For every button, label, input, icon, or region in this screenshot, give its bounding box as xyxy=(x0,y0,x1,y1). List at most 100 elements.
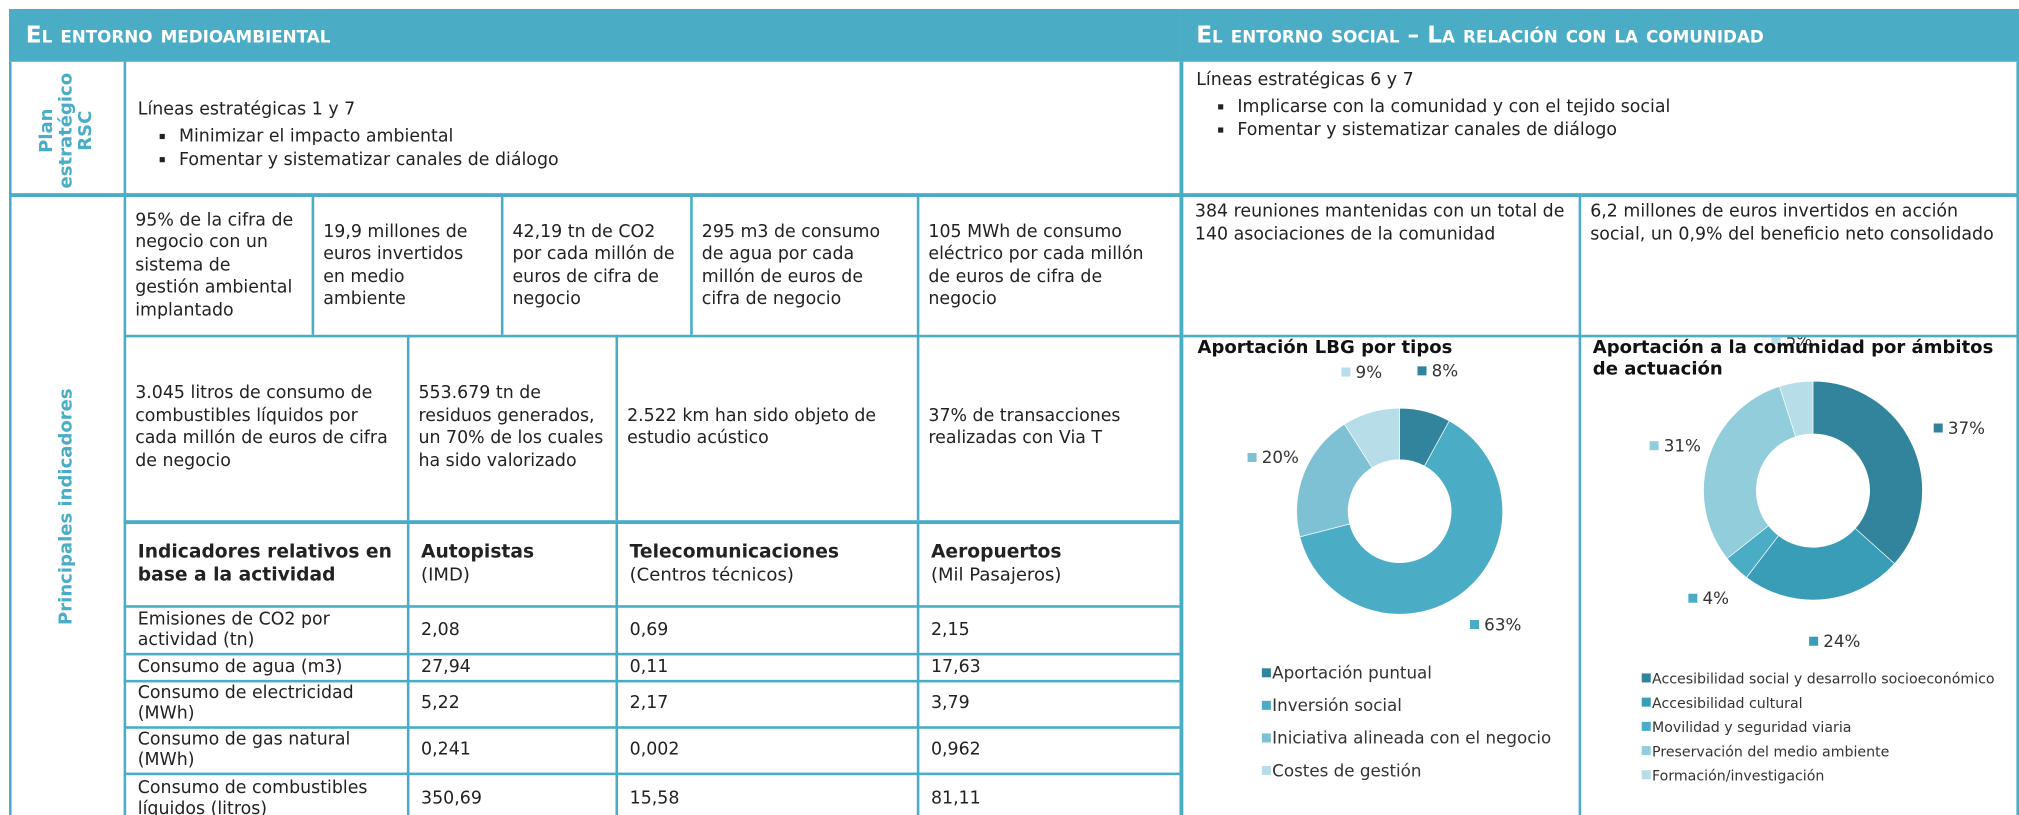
rule xyxy=(123,605,1180,608)
table-cell: Consumo de agua (m3) xyxy=(137,656,343,677)
table-cell: 0,241 xyxy=(421,739,471,760)
data-label: 37% xyxy=(1948,418,1985,438)
table-cell: 2,08 xyxy=(421,618,460,640)
table-header-title: Aeropuertos xyxy=(930,542,1062,563)
bullet-item: Fomentar y sistematizar canales de diálo… xyxy=(1237,118,1968,141)
rule xyxy=(123,334,1180,337)
rule xyxy=(916,197,919,335)
table-header-unit: (Centros técnicos) xyxy=(629,564,794,586)
indicator-cell: 2.522 km han sido objeto de estudio acús… xyxy=(627,404,877,449)
donut-segment xyxy=(1299,420,1503,615)
donut-segment xyxy=(1703,385,1797,559)
legend-marker xyxy=(1261,668,1271,678)
chart: 37% 24% 4% 31% 5% Accesibilidad social y desa… xyxy=(1641,337,1995,785)
label-marker xyxy=(1771,337,1781,345)
table-cell: Emisiones de CO2 por actividad (tn) xyxy=(137,608,330,650)
label-marker xyxy=(1247,452,1257,462)
bullet-item: Minimizar el impacto ambiental xyxy=(179,125,910,148)
table-cell: 0,962 xyxy=(930,739,981,760)
table-cell: 2,17 xyxy=(629,692,669,714)
label-marker xyxy=(1809,636,1819,646)
rule xyxy=(9,193,2019,198)
bullet-list: Minimizar el impacto ambientalFomentar y… xyxy=(138,125,911,171)
donut-segment xyxy=(1344,407,1400,469)
rule xyxy=(1183,334,2019,337)
table-header-unit: (Mil Pasajeros) xyxy=(930,564,1062,586)
rule xyxy=(690,197,693,335)
table-header-cell: Indicadores relativos en base a la activ… xyxy=(124,524,407,605)
rule xyxy=(615,524,618,815)
table-cell: 5,22 xyxy=(421,692,460,714)
data-label: 31% xyxy=(1664,435,1701,455)
indicator-cell: 19,9 millones de euros invertidos en med… xyxy=(323,220,468,310)
indicator-cell: 95% de la cifra de negocio con un sistem… xyxy=(135,209,294,321)
indicator-cell: 553.679 tn de residuos generados, un 70%… xyxy=(418,382,604,471)
legend-label: Inversión social xyxy=(1272,695,1402,715)
table-cell: 2,15 xyxy=(930,618,970,640)
header-left: El entorno medioambiental xyxy=(9,9,1180,62)
data-label: 24% xyxy=(1823,631,1860,651)
bullet-item: Fomentar y sistematizar canales de diálo… xyxy=(179,148,910,171)
legend-label: Formación/investigación xyxy=(1652,769,1824,785)
table-cell: Consumo de gas natural (MWh) xyxy=(137,728,351,771)
label-marker xyxy=(1470,619,1480,630)
rule xyxy=(123,520,1180,525)
data-label: 9% xyxy=(1356,362,1383,382)
donut-segment xyxy=(1779,380,1814,438)
legend-label: Accesibilidad cultural xyxy=(1652,696,1803,712)
rule xyxy=(123,652,1180,655)
table-header-unit: (IMD) xyxy=(421,564,470,586)
legend-marker xyxy=(1641,673,1651,683)
rule xyxy=(2016,61,2019,815)
table-cell: 0,002 xyxy=(629,739,680,760)
table-cell: 3,79 xyxy=(930,692,970,714)
table-cell: 81,11 xyxy=(930,788,981,809)
rule xyxy=(123,772,1180,775)
data-label: 8% xyxy=(1432,361,1459,381)
legend-marker xyxy=(1641,746,1651,756)
legend-label: Preservación del medio ambiente xyxy=(1652,744,1889,760)
rule xyxy=(615,334,618,521)
legend-label: Iniciativa alineada con el negocio xyxy=(1272,728,1551,748)
plan-block: Líneas estratégicas 6 y 7 Implicarse con … xyxy=(1196,68,1969,184)
indicator-cell: 295 m3 de consumo de agua por cada milló… xyxy=(701,220,881,310)
label-marker xyxy=(1341,367,1351,377)
legend-label: Aportación puntual xyxy=(1272,663,1432,683)
rule xyxy=(123,726,1180,729)
table-header-title: Indicadores relativos en base a la activ… xyxy=(137,542,392,586)
row-label: Plan estratégico RSC xyxy=(36,72,96,188)
label-marker xyxy=(1417,366,1427,376)
table-header-title: Telecomunicaciones xyxy=(629,542,840,563)
indicator-cell: 37% de transacciones realizadas con Via … xyxy=(928,404,1121,449)
table-cell: 17,63 xyxy=(930,656,981,677)
rule xyxy=(916,334,919,521)
row-label: Principales indicadores xyxy=(55,387,76,625)
table-cell: 0,69 xyxy=(629,618,669,640)
plan-title: Líneas estratégicas 6 y 7 xyxy=(1196,69,1414,91)
indicator-cell: 42,19 tn de CO2 por cada millón de euros… xyxy=(512,220,675,310)
legend-marker xyxy=(1261,700,1271,710)
data-label: 20% xyxy=(1262,447,1299,467)
legend-marker xyxy=(1641,770,1651,780)
legend-label: Costes de gestión xyxy=(1272,760,1421,780)
chart-title: Aportación LBG por tipos xyxy=(1197,337,1453,358)
table-header-cell: Telecomunicaciones (Centros técnicos) xyxy=(615,524,916,605)
legend-marker xyxy=(1641,697,1651,707)
table-cell: Consumo de combustibles líquidos (litros… xyxy=(137,777,368,815)
label-marker xyxy=(1688,593,1698,603)
indicator-cell: 384 reuniones mantenidas con un total de… xyxy=(1194,200,1565,245)
donut-segment xyxy=(1296,423,1373,538)
bullet-item: Implicarse con la comunidad y con el tej… xyxy=(1237,95,1968,118)
data-label: 63% xyxy=(1484,614,1521,634)
rule xyxy=(123,61,126,815)
chart-title: Aportación a la comunidad por ámbitos de… xyxy=(1592,337,1994,380)
table-cell: Consumo de electricidad (MWh) xyxy=(137,682,354,724)
rule xyxy=(406,334,409,521)
table-cell: 350,69 xyxy=(421,788,482,809)
data-label: 5% xyxy=(1786,337,1813,349)
chart: 8% 63% 20% 9% Aportación puntual Inversión so… xyxy=(1247,361,1551,780)
header-right: El entorno social – La relación con la c… xyxy=(1179,9,2019,62)
legend-marker xyxy=(1261,733,1271,743)
